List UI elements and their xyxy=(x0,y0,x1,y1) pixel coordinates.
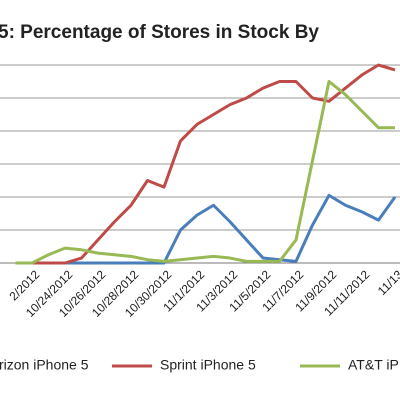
chart-title: 5: Percentage of Stores in Stock By xyxy=(0,22,319,43)
x-tick-label: 11/13 xyxy=(375,267,400,298)
legend-label: AT&T iP xyxy=(348,357,399,373)
plot-area xyxy=(0,63,400,265)
series-line xyxy=(15,193,397,265)
series-line xyxy=(15,63,396,265)
legend-label: Sprint iPhone 5 xyxy=(160,357,256,373)
legend-label: rizon iPhone 5 xyxy=(0,357,89,373)
series-line xyxy=(15,80,395,265)
